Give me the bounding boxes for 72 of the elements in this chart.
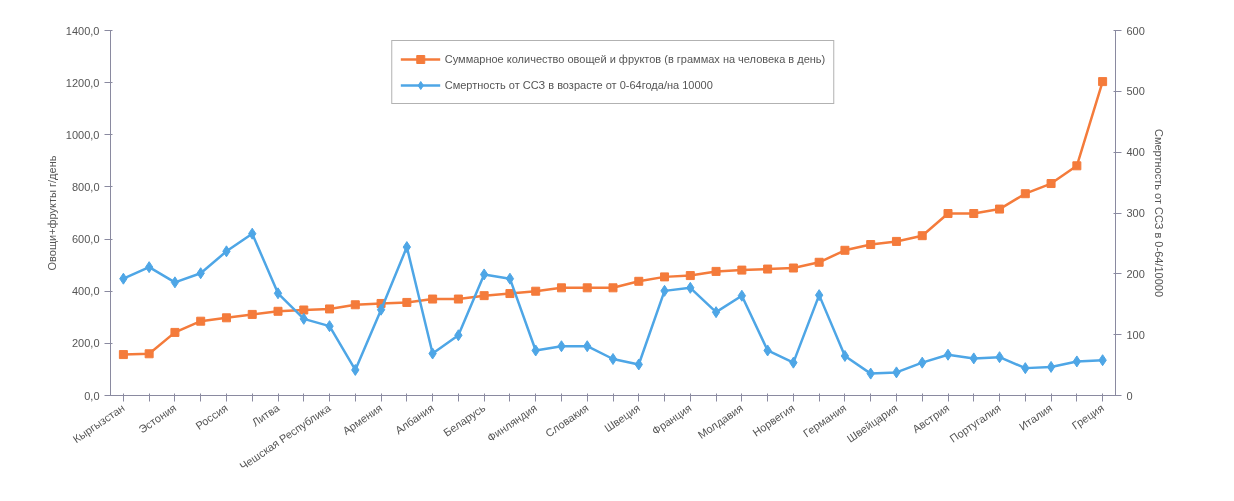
point [170,276,180,289]
point [685,271,695,281]
point [995,204,1005,214]
point [325,304,335,314]
point [891,236,901,246]
y2-tick-label: 0 [1126,389,1133,402]
y-tick-label: 600,0 [71,233,100,246]
point [1020,189,1030,199]
y2-tick-label: 100 [1126,328,1145,341]
point [479,268,489,281]
point [660,272,670,282]
point [969,209,979,219]
y2-tick-label: 300 [1126,207,1145,219]
point [428,294,438,304]
point [814,289,824,302]
point [943,209,953,219]
y2-tick-label: 500 [1126,85,1145,98]
point [1046,360,1056,373]
point [453,294,463,304]
point [273,306,283,316]
y-tick-label: 800,0 [71,180,100,193]
point [402,241,412,254]
point [788,263,798,273]
point [221,313,231,323]
legend-label: Суммарное количество овощей и фруктов (в граммах на человека в день) [444,53,826,65]
point [299,305,309,315]
point [479,291,489,301]
point [118,350,128,360]
y2-tick-label: 600 [1126,24,1145,37]
point [917,231,927,241]
y2-tick-label: 200 [1126,267,1145,280]
y-axis-title: Овощи+фрукты г/день [45,155,58,271]
point [376,303,386,316]
point [608,353,618,365]
point [1072,355,1082,368]
legend-label: Смертность от ССЗ в возрасте от 0-64года/на 10000 [444,79,713,91]
point [144,349,154,359]
point [556,283,566,293]
point [144,261,154,274]
point [247,309,257,319]
point [943,348,953,361]
point [505,272,515,285]
y2-tick-label: 400 [1126,146,1145,159]
point [1046,179,1056,189]
point [350,300,360,310]
point [737,265,747,275]
point [711,266,721,276]
point [531,286,541,296]
point [196,316,206,326]
point [711,306,721,319]
y-tick-label: 1000,0 [65,128,100,141]
point [402,297,412,307]
point [840,245,850,255]
point [170,327,180,337]
y-tick-label: 200,0 [71,337,100,350]
point [608,283,618,293]
point [1098,77,1108,87]
point [505,289,515,299]
y-tick-label: 0,0 [84,389,100,402]
point [634,276,644,286]
point [866,240,876,250]
point [582,283,592,293]
point [763,264,773,274]
point [1072,161,1082,171]
y-tick-label: 1400,0 [65,24,100,37]
point [814,257,824,267]
point [273,287,283,300]
y-tick-label: 1200,0 [65,76,100,89]
point [737,289,747,302]
point [840,349,850,362]
y2-axis-title: Смертность от ССЗ в 0-64/10000 [1152,128,1165,298]
y-tick-label: 400,0 [71,285,100,298]
